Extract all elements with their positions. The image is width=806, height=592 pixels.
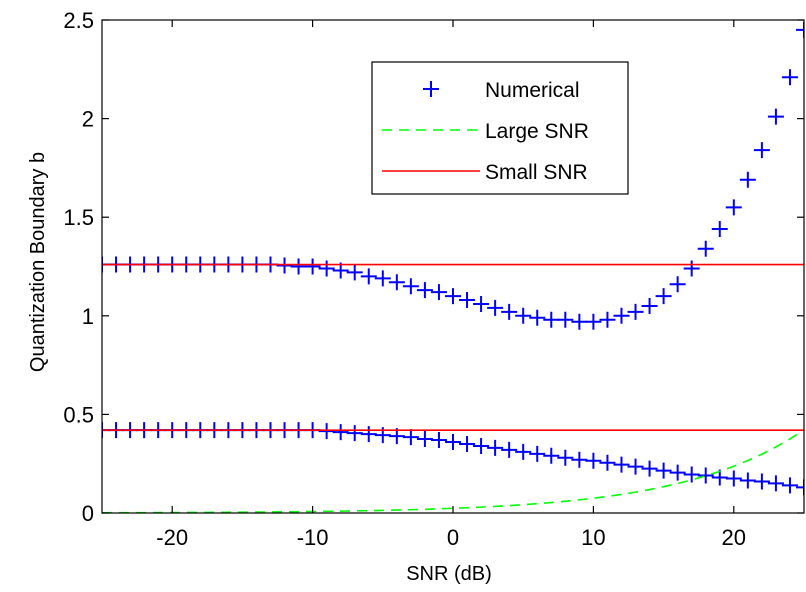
series-numerical-point — [796, 21, 804, 38]
y-tick-label: 2 — [82, 107, 94, 132]
series-numerical-point — [683, 260, 700, 277]
x-axis-label: SNR (dB) — [406, 563, 492, 585]
series-numerical-point — [374, 270, 391, 287]
series-numerical-point — [585, 313, 602, 330]
series-numerical-point — [641, 297, 658, 314]
series-numerical-lower-point — [501, 441, 518, 458]
x-tick-label: 0 — [447, 525, 459, 550]
series-numerical-point — [487, 299, 504, 316]
series-numerical-point — [388, 274, 405, 291]
series-numerical-point — [430, 284, 447, 301]
series-numerical-lower-point — [613, 456, 630, 473]
series-numerical-lower-point — [796, 479, 804, 496]
series-numerical-point — [445, 288, 461, 305]
series-numerical-point — [739, 171, 756, 188]
legend-box — [371, 61, 629, 195]
series-numerical-lower-point — [781, 477, 798, 494]
series-numerical-lower-point — [697, 467, 714, 484]
series-numerical-lower-point — [430, 432, 447, 449]
series-numerical-point — [711, 221, 728, 238]
ticks: -20 -10 0 10 20 0 0.5 1 1.5 2 2.5 — [63, 8, 804, 550]
series-numerical-point — [767, 108, 784, 125]
series-numerical-point — [627, 303, 644, 320]
series-numerical-lower-point — [669, 464, 686, 481]
legend-swatch — [423, 81, 439, 97]
series-numerical-point — [613, 307, 630, 324]
series-numerical-lower-point — [557, 449, 574, 466]
series-numerical-point — [725, 199, 742, 216]
series-numerical-point — [501, 303, 518, 320]
legend-label: Large SNR — [485, 120, 589, 143]
series-numerical-lower-point — [767, 475, 784, 492]
y-axis-label: Quantization Boundary b — [27, 152, 49, 372]
x-tick-label: 10 — [581, 525, 605, 550]
x-tick-label: -20 — [156, 525, 188, 550]
series-numerical-point — [599, 311, 616, 328]
series-numerical-point — [346, 264, 363, 281]
y-tick-label: 1 — [82, 304, 94, 329]
series-numerical-lower-point — [571, 451, 588, 468]
series-numerical-point — [290, 258, 307, 275]
x-tick-label: 20 — [722, 525, 746, 550]
y-tick-label: 1.5 — [63, 205, 94, 230]
y-tick-label: 2.5 — [63, 8, 94, 33]
series-numerical-lower-point — [332, 424, 349, 441]
series-numerical-lower-point — [515, 443, 532, 460]
series-numerical-lower-point — [445, 434, 461, 451]
series-numerical-lower-point — [473, 437, 490, 454]
series-numerical-point — [543, 311, 560, 328]
series-numerical-lower-point — [627, 458, 644, 475]
series-numerical-point — [402, 278, 419, 295]
x-tick-label: -10 — [297, 525, 329, 550]
series-numerical-lower-point — [543, 447, 560, 464]
series-numerical-point — [669, 276, 686, 293]
legend-label: Small SNR — [485, 161, 588, 184]
series-numerical-lower-point — [416, 431, 433, 448]
series-numerical-lower-point — [318, 423, 335, 440]
series-numerical-point — [304, 258, 321, 275]
series-numerical-point — [557, 311, 574, 328]
series-numerical-point — [318, 260, 335, 277]
series-numerical-point — [416, 282, 433, 299]
y-tick-label: 0 — [82, 501, 94, 526]
series-numerical-point — [459, 292, 476, 309]
series-numerical-point — [655, 288, 672, 305]
series-numerical-lower-point — [585, 452, 602, 469]
series-numerical-lower-point — [459, 435, 476, 452]
series-numerical-lower-point — [360, 426, 377, 443]
series-numerical-lower-point — [487, 439, 504, 456]
series-numerical-lower-point — [683, 466, 700, 483]
series-numerical-lower-point — [641, 460, 658, 477]
legend: Numerical Large SNR Small SNR — [371, 61, 629, 195]
legend-label: Numerical — [485, 79, 580, 102]
series-numerical-point — [473, 295, 490, 312]
series-numerical-lower-point — [725, 470, 742, 487]
series-large-snr-line — [102, 429, 804, 513]
series-numerical-point — [571, 313, 588, 330]
series-numerical-lower-point — [753, 473, 770, 490]
series-numerical-point — [697, 240, 714, 257]
plot-area — [102, 21, 804, 513]
series-numerical-point — [515, 307, 532, 324]
series-numerical-point — [360, 268, 377, 285]
series-numerical-lower-point — [739, 472, 756, 489]
series-numerical-lower-point — [346, 425, 363, 442]
series-numerical-lower-point — [529, 445, 546, 462]
series-numerical-lower-point — [402, 429, 419, 446]
series-numerical-lower-point — [599, 454, 616, 471]
series-numerical-point — [276, 257, 293, 274]
y-tick-label: 0.5 — [63, 402, 94, 427]
series-numerical-point — [781, 69, 798, 86]
series-numerical-lower-point — [655, 462, 672, 479]
series-numerical-point — [529, 309, 546, 326]
series-numerical-point — [753, 142, 770, 159]
